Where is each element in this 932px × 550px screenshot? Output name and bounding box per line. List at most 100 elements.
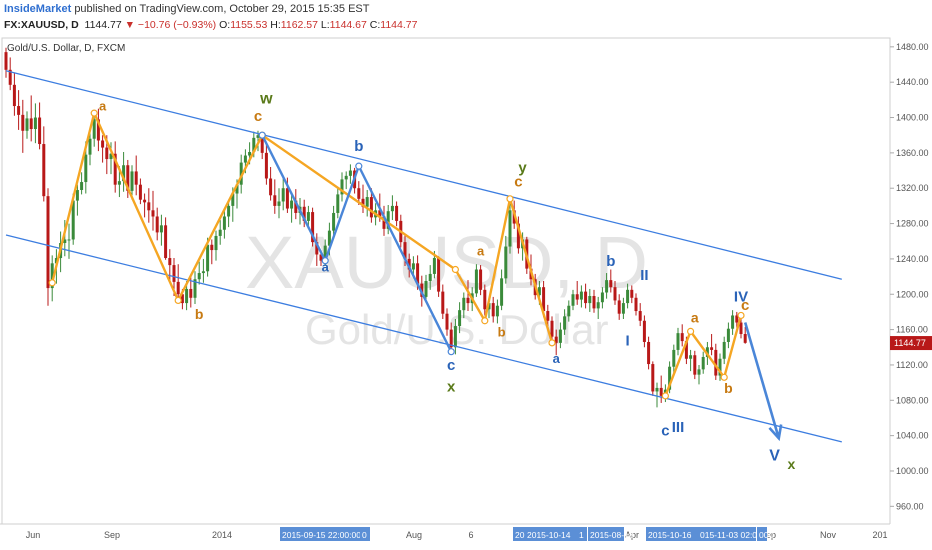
candle-body: [466, 297, 470, 304]
orange-wave-path-node[interactable]: [174, 296, 182, 305]
x-highlight-tag[interactable]: [577, 527, 587, 541]
y-tick-label: 1080.00: [896, 395, 929, 405]
plot-area[interactable]: [1, 37, 891, 525]
price-axis[interactable]: 1480.00 1440.00 1400.00 1360.00 1320.00 1280.…: [890, 42, 932, 511]
candle-body: [617, 300, 621, 314]
candle-body: [147, 202, 151, 211]
candle-body: [113, 153, 117, 185]
candle: [718, 353, 722, 381]
wave-label: b: [354, 138, 363, 155]
candle: [201, 258, 205, 283]
candle-body: [668, 366, 672, 390]
orange-wave-path-2[interactable]: [664, 315, 743, 397]
candle-body: [361, 198, 365, 207]
candle: [390, 195, 394, 221]
x-highlight-tag[interactable]: [588, 527, 624, 541]
orange-wave-path-2-node[interactable]: [737, 311, 745, 320]
y-tick-label: 1160.00: [896, 325, 928, 335]
candle-body: [134, 171, 138, 185]
candle-body: [143, 199, 147, 203]
candle-body: [46, 196, 50, 289]
orange-wave-path-2-node[interactable]: [686, 327, 695, 335]
candle-body: [264, 152, 268, 179]
y-tick-label: 1200.00: [896, 289, 929, 299]
candle: [575, 281, 579, 305]
candle-body: [588, 296, 592, 304]
candle-body: [445, 313, 449, 330]
candle-body: [332, 212, 336, 231]
candle: [491, 296, 495, 323]
last-price: 1144.77: [84, 19, 122, 31]
orange-wave-path-node[interactable]: [48, 279, 56, 287]
publisher-link[interactable]: InsideMarket: [4, 3, 72, 15]
candle: [214, 230, 218, 261]
orange-wave-path-node[interactable]: [90, 109, 98, 117]
quote-line: FX:XAUUSD, D 1144.77 ▼ −10.76 (−0.93%) O…: [4, 19, 417, 31]
candle: [571, 289, 575, 311]
candle: [21, 99, 25, 153]
candle-body: [50, 263, 54, 289]
candle-body: [718, 358, 722, 376]
candle: [151, 190, 155, 231]
candle-body: [542, 287, 546, 312]
channel-upper-line[interactable]: [5, 70, 842, 280]
orange-wave-path[interactable]: [51, 111, 554, 344]
orange-wave-path-2-node[interactable]: [661, 392, 670, 400]
orange-wave-path-node[interactable]: [506, 195, 514, 203]
candle: [676, 327, 680, 356]
orange-wave-path-node[interactable]: [548, 339, 556, 347]
candle-body: [680, 333, 684, 342]
candle-body: [596, 302, 600, 309]
candle-body: [344, 175, 348, 180]
x-highlight-tag[interactable]: [360, 527, 370, 541]
blue-wave-path-node[interactable]: [321, 257, 329, 265]
blue-wave-path-node[interactable]: [258, 131, 266, 139]
candle: [311, 207, 315, 247]
x-highlight-tag[interactable]: [280, 527, 360, 541]
orange-wave-path-node[interactable]: [451, 265, 459, 274]
blue-wave-path[interactable]: [261, 134, 453, 353]
candle: [138, 178, 142, 205]
channel-lower-line[interactable]: [5, 234, 842, 443]
wave-label: b: [195, 306, 204, 322]
published-text: published on TradingView.com, October 29…: [74, 3, 370, 15]
candle-body: [395, 205, 399, 221]
candle: [647, 336, 651, 370]
candle-body: [231, 193, 235, 206]
y-tick-label: 960.00: [896, 501, 924, 511]
x-highlight-tag[interactable]: [525, 527, 577, 541]
candle-body: [75, 189, 79, 201]
blue-wave-path-node[interactable]: [355, 162, 363, 170]
blue-wave-path-node[interactable]: [447, 348, 455, 356]
x-highlight-tag[interactable]: [757, 527, 767, 541]
candle-body: [516, 223, 520, 249]
candle-body: [537, 287, 541, 296]
candle-body: [726, 328, 730, 342]
candle: [437, 256, 441, 297]
x-highlight-tag[interactable]: [513, 527, 525, 541]
candle-body: [21, 114, 25, 131]
candle: [474, 264, 478, 297]
candle: [12, 72, 16, 116]
price-chart[interactable]: Gold/U.S. Dollar, D, FXCM XAUUSD, D Gold…: [0, 36, 932, 550]
candle: [453, 318, 457, 355]
candle: [638, 303, 642, 327]
projection-arrow[interactable]: [743, 322, 781, 439]
candle: [617, 294, 621, 320]
x-highlight-tag[interactable]: [698, 527, 756, 541]
candle: [75, 184, 79, 216]
candle-body: [185, 288, 189, 304]
orange-wave-path-2-node[interactable]: [720, 373, 728, 381]
last-price-label: 1144.77: [894, 338, 926, 348]
candle: [726, 322, 730, 349]
x-highlight-tag[interactable]: [646, 527, 698, 541]
candle-body: [105, 147, 109, 160]
candle: [584, 283, 588, 309]
orange-wave-path-node[interactable]: [481, 317, 489, 325]
wave-overlays: [5, 70, 842, 443]
wave-label: c: [661, 423, 669, 440]
candle-body: [252, 137, 256, 152]
candle-body: [54, 258, 58, 264]
